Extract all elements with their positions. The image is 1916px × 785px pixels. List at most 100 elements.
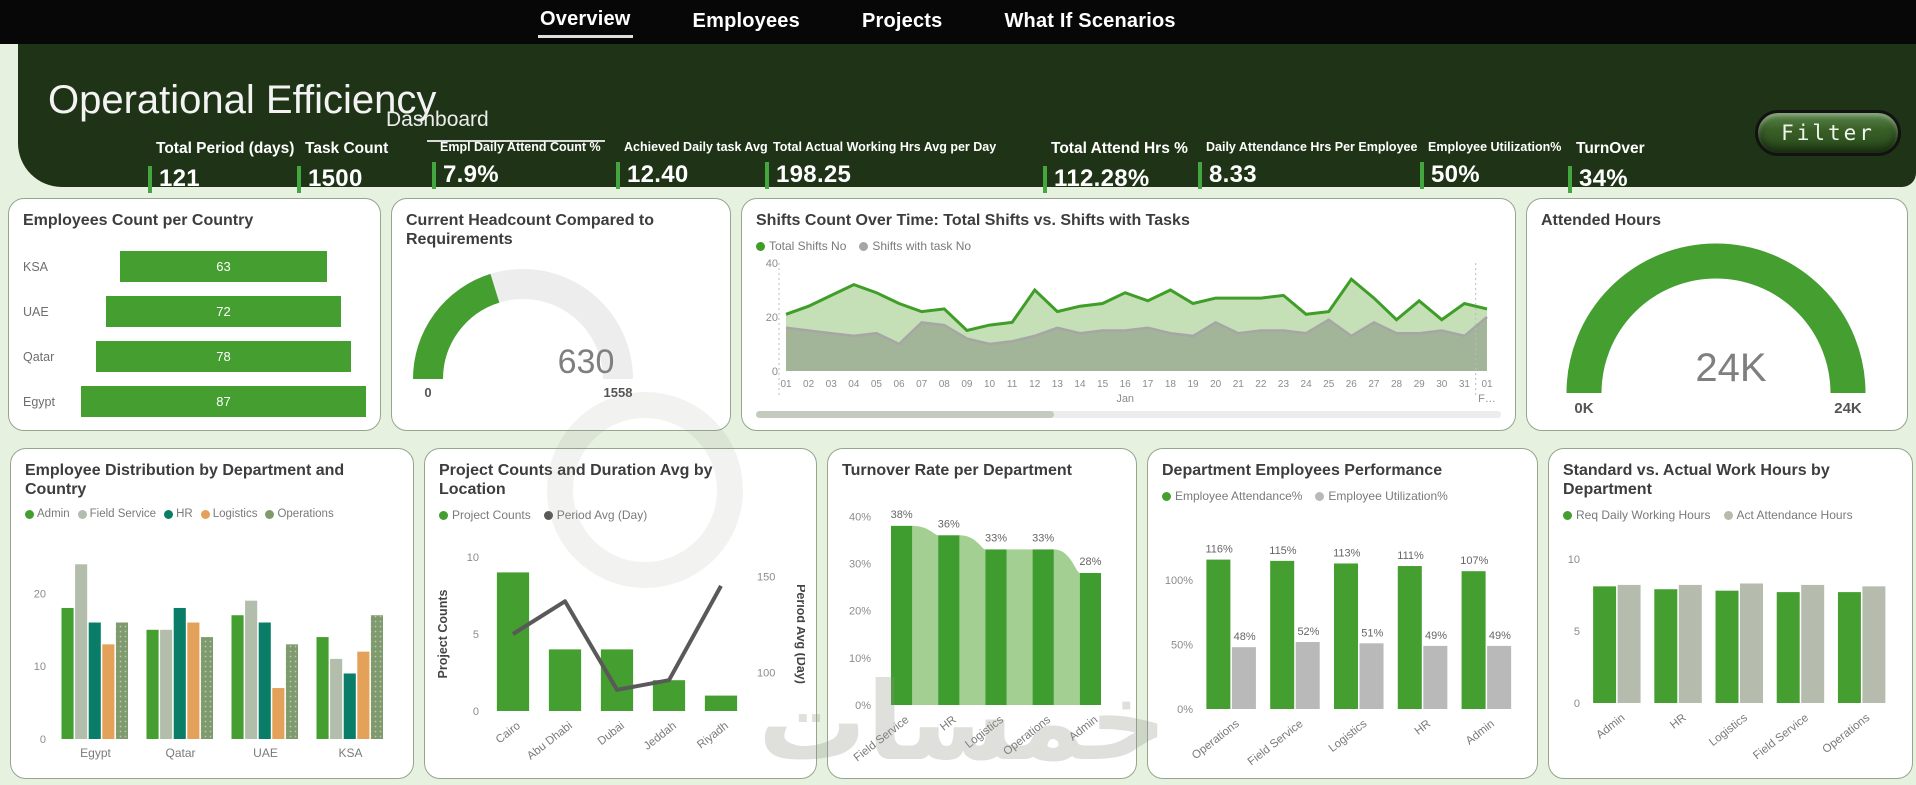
legend-label: Employee Attendance%	[1175, 489, 1303, 504]
legend-item: Operations	[265, 508, 334, 521]
standard-vs-actual-chart[interactable]: 0 5 10 Admin HR Logistics Field Service Operati…	[1559, 549, 1899, 767]
svg-text:0: 0	[772, 366, 778, 378]
svg-text:0: 0	[1574, 698, 1580, 710]
funnel-category-label: KSA	[23, 259, 49, 274]
svg-text:Egypt: Egypt	[80, 746, 111, 760]
subtitle-underline	[427, 140, 605, 142]
legend-item: Project Counts	[439, 508, 531, 522]
svg-text:17: 17	[1142, 379, 1154, 390]
kpi-4: Total Actual Working Hrs Avg per Day 198.…	[765, 140, 996, 189]
svg-text:0: 0	[473, 706, 479, 718]
card-title: Employees Count per Country	[23, 212, 254, 229]
funnel-row[interactable]: Egypt 87	[23, 379, 366, 424]
svg-text:F…: F…	[1478, 393, 1496, 405]
svg-text:40: 40	[766, 258, 778, 270]
legend-dot-icon	[164, 509, 174, 519]
kpi-value: 34%	[1579, 165, 1628, 192]
legend: Project Counts Period Avg (Day)	[439, 508, 802, 522]
kpi-accent-bar	[1420, 161, 1424, 189]
nav-tab-what-if-scenarios[interactable]: What If Scenarios	[1004, 9, 1176, 32]
legend-dot-icon	[756, 241, 765, 251]
svg-text:Operations: Operations	[1190, 718, 1242, 762]
svg-text:04: 04	[848, 379, 860, 390]
svg-text:Operations: Operations	[1001, 714, 1053, 758]
nav-tab-projects[interactable]: Projects	[861, 9, 943, 32]
svg-text:06: 06	[894, 379, 906, 390]
legend-item: HR	[164, 508, 193, 520]
funnel-bar[interactable]: 72	[105, 296, 342, 328]
headcount-gauge-chart[interactable]: 630 0 1558	[398, 251, 714, 403]
chart-scrollbar[interactable]	[756, 411, 1501, 418]
kpi-value: 12.40	[627, 161, 689, 188]
funnel-category-label: UAE	[23, 304, 49, 319]
scrollbar-thumb[interactable]	[756, 411, 1054, 418]
attended-hours-gauge-chart[interactable]: 24K 0K 24K	[1533, 241, 1899, 419]
svg-text:07: 07	[916, 379, 928, 390]
svg-text:01: 01	[1481, 379, 1493, 390]
legend-label: Logistics	[212, 508, 258, 521]
svg-text:113%: 113%	[1333, 547, 1361, 559]
legend-item: Shifts with task No	[859, 239, 971, 253]
filter-button[interactable]: Filter	[1755, 110, 1901, 156]
card-project-counts: Project Counts and Duration Avg by Locat…	[424, 448, 817, 779]
kpi-label: Daily Attendance Hrs Per Employee	[1206, 140, 1418, 154]
legend-dot-icon	[1723, 510, 1733, 520]
svg-text:Field Service: Field Service	[1246, 718, 1306, 768]
svg-text:08: 08	[939, 379, 951, 390]
legend-item: Employee Attendance%	[1162, 489, 1302, 503]
nav-tab-employees[interactable]: Employees	[692, 9, 800, 32]
svg-text:Cairo: Cairo	[494, 720, 523, 746]
svg-text:Logistics: Logistics	[1707, 712, 1750, 749]
card-department-performance: Department Employees Performance Employe…	[1147, 448, 1538, 779]
header-panel: Operational Efficiency Dashboard Filter …	[18, 44, 1916, 193]
kpi-6: Daily Attendance Hrs Per Employee 8.33	[1198, 140, 1417, 189]
svg-text:10: 10	[984, 379, 996, 390]
svg-text:29: 29	[1414, 379, 1426, 390]
svg-text:HR: HR	[938, 714, 958, 734]
nav-tab-overview[interactable]: Overview	[538, 6, 633, 38]
department-performance-chart[interactable]: 0% 50% 100% 116% 115% 113% 111% 107% 48% 52% 51% 49…	[1158, 521, 1525, 771]
svg-text:Riyadh: Riyadh	[695, 720, 731, 752]
legend-label: Employee Utilization%	[1328, 489, 1448, 504]
svg-text:0: 0	[40, 734, 46, 746]
funnel-row[interactable]: KSA 63	[23, 244, 366, 289]
svg-text:02: 02	[803, 379, 815, 390]
svg-text:116%: 116%	[1205, 544, 1233, 556]
turnover-funnel-chart[interactable]: 0% 10% 20% 30% 40% 38% 36% 33% 33% 28% Field Servi…	[838, 487, 1122, 773]
svg-text:HR: HR	[1668, 712, 1688, 732]
kpi-0: Total Period (days) 121	[148, 140, 294, 193]
svg-text:Admin: Admin	[1594, 712, 1627, 742]
project-counts-combo-chart[interactable]: 0 5 10 100 150 Project Counts Period Avg (Day)…	[435, 545, 805, 773]
svg-text:16: 16	[1120, 379, 1132, 390]
legend: Req Daily Working Hours Act Attendance Ho…	[1563, 508, 1898, 522]
svg-text:Logistics: Logistics	[963, 714, 1006, 751]
kpi-label: Task Count	[305, 140, 389, 157]
funnel-bar[interactable]: 63	[120, 251, 327, 283]
svg-text:1558: 1558	[604, 385, 633, 400]
legend-item: Total Shifts No	[756, 239, 846, 253]
card-turnover-rate: Turnover Rate per Department 0% 10% 20% 30%…	[827, 448, 1137, 779]
funnel-chart[interactable]: KSA 63 UAE 72 Qatar 78 Egypt 87	[23, 244, 366, 424]
legend-dot-icon	[1563, 510, 1572, 520]
svg-text:28: 28	[1391, 379, 1403, 390]
svg-text:630: 630	[558, 343, 615, 381]
kpi-label: Total Attend Hrs %	[1051, 140, 1188, 157]
legend-label: Operations	[277, 508, 334, 521]
svg-text:28%: 28%	[1079, 556, 1101, 568]
svg-text:0K: 0K	[1574, 400, 1593, 417]
kpi-1: Task Count 1500	[297, 140, 388, 193]
funnel-row[interactable]: Qatar 78	[23, 334, 366, 379]
card-attended-hours: Attended Hours 24K 0K 24K	[1526, 198, 1908, 431]
funnel-row[interactable]: UAE 72	[23, 289, 366, 334]
svg-text:24: 24	[1301, 379, 1313, 390]
employee-distribution-chart[interactable]: 0 10 20 Egypt Qatar UAE KSA	[23, 549, 399, 767]
svg-text:10%: 10%	[849, 653, 871, 665]
svg-text:111%: 111%	[1397, 550, 1424, 562]
svg-text:12: 12	[1029, 379, 1041, 390]
funnel-bar[interactable]: 78	[95, 341, 352, 373]
funnel-bar[interactable]: 87	[81, 386, 366, 418]
legend-dot-icon	[200, 509, 210, 519]
svg-text:36%: 36%	[938, 518, 960, 530]
legend-label: Field Service	[89, 508, 157, 521]
